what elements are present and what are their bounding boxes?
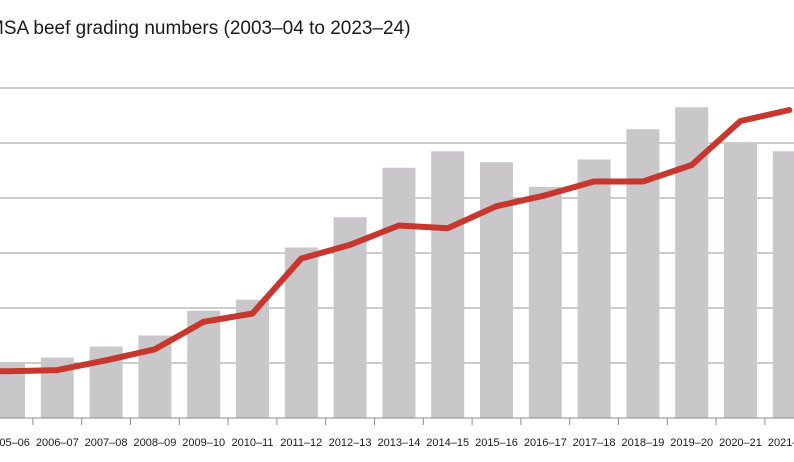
x-tick-label: 2013–14 <box>377 437 420 449</box>
bar <box>284 247 318 418</box>
x-tick-label: 2017–18 <box>573 437 616 449</box>
x-tick-label: 2009–10 <box>182 437 225 449</box>
x-tick-label: 2015–16 <box>475 437 518 449</box>
bar <box>528 187 562 418</box>
bar <box>382 167 416 418</box>
x-tick-label: 2005–06 <box>0 437 30 449</box>
x-tick-label: 2007–08 <box>85 437 128 449</box>
bar <box>577 159 611 418</box>
x-tick-label: 2019–20 <box>670 437 713 449</box>
bar <box>724 143 757 418</box>
bar <box>431 151 465 418</box>
x-ticks <box>32 418 766 425</box>
x-tick-label: 2021–22 <box>768 437 794 449</box>
x-tick-label: 2018–19 <box>621 437 664 449</box>
x-tick-labels: 2005–06 2006–07 2007–08 2008–09 2009–10 2010–… <box>0 437 794 449</box>
bar <box>236 299 269 418</box>
x-tick-label: 2010–11 <box>231 437 273 449</box>
x-tick-label: 2012–13 <box>329 437 372 449</box>
chart-title: MSA beef grading numbers (2003–04 to 202… <box>0 18 411 39</box>
x-tick-label: 2008–09 <box>133 437 176 449</box>
x-tick-label: 2011–12 <box>280 437 322 449</box>
x-tick-label: 2014–15 <box>426 437 469 449</box>
bar-series <box>0 107 794 418</box>
line-series <box>0 107 793 375</box>
x-tick-label: 2020–21 <box>719 437 762 449</box>
x-tick-label: 2006–07 <box>36 437 79 449</box>
x-tick-label: 2016–17 <box>524 437 567 449</box>
bar <box>772 151 794 418</box>
bar <box>626 129 660 418</box>
